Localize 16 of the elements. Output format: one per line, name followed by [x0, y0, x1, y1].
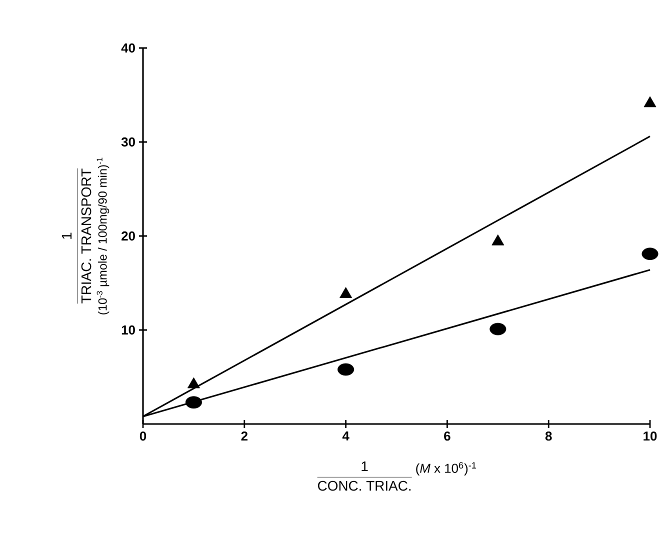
x-tick-label: 6 [444, 432, 450, 441]
y-tick-label: 30 [121, 137, 135, 147]
x-tick-label: 4 [342, 432, 350, 440]
y-tick-label: 40 [121, 43, 135, 53]
x-tick-label: 10 [644, 432, 657, 441]
x-axis-title: CONC. TRIAC. [318, 480, 411, 491]
y-tick-label: 20 [122, 231, 135, 241]
text: 1 [362, 461, 368, 472]
x-tick-label: 8 [545, 432, 552, 441]
text: (10$^{-3}$ µmole / 100mg/90 min)$^{-1}$ [96, 158, 110, 314]
x-tick-label: 2 [241, 432, 248, 441]
text: 1 [62, 232, 72, 239]
y-tick-label: 10 [122, 325, 135, 335]
x-tick-label: 0 [140, 432, 146, 441]
text: (M x 10$^{6}$)$^{-1}$ [416, 462, 476, 476]
y-axis-title: TRIAC. TRANSPORT [81, 168, 92, 304]
